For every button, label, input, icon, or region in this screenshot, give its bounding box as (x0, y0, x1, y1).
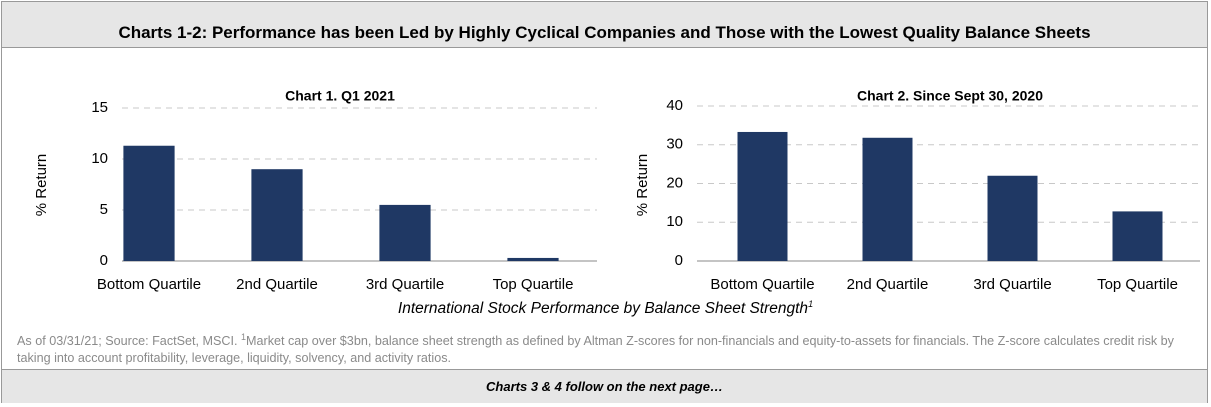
chart-title: Chart 1. Q1 2021 (285, 88, 395, 104)
y-tick-label: 0 (675, 252, 683, 269)
y-tick-label: 10 (666, 213, 683, 230)
charts: Chart 1. Q1 2021 % Return 0 5 10 15 Bottom Qua… (33, 88, 1200, 293)
footnote-marker: 1 (241, 332, 247, 342)
bar (507, 257, 559, 261)
caption-text: International Stock Performance by Balan… (397, 300, 809, 318)
x-tick-label: 2nd Quartile (847, 276, 929, 293)
header-title: Charts 1-2: Performance has been Led by … (2, 2, 1207, 48)
y-tick-label: 5 (100, 201, 108, 218)
x-tick-label: Bottom Quartile (710, 276, 814, 293)
caption: International Stock Performance by Balan… (0, 299, 1211, 318)
footer: Charts 3 & 4 follow on the next page… (2, 369, 1207, 403)
y-tick-label: 30 (666, 136, 683, 153)
caption-marker: 1 (808, 299, 814, 309)
y-axis-label: % Return (33, 154, 50, 217)
footnote-text: As of 03/31/21; Source: FactSet, MSCI. (17, 334, 241, 349)
x-tick-label: Top Quartile (493, 276, 574, 293)
y-axis-label: % Return (634, 154, 651, 217)
y-tick-label: 0 (100, 252, 108, 269)
bar (987, 175, 1038, 261)
y-tick-label: 15 (91, 99, 108, 116)
x-tick-label: Top Quartile (1097, 276, 1178, 293)
x-tick-label: 2nd Quartile (236, 276, 318, 293)
footnote: As of 03/31/21; Source: FactSet, MSCI. 1… (17, 329, 1187, 367)
bar (123, 145, 175, 261)
bar (379, 204, 431, 261)
y-tick-label: 40 (666, 97, 683, 114)
bar (737, 131, 788, 261)
bar (251, 169, 303, 261)
x-tick-label: Bottom Quartile (97, 276, 201, 293)
bar (1112, 211, 1163, 261)
bar (862, 137, 913, 261)
x-tick-label: 3rd Quartile (366, 276, 444, 293)
footnote-text: Market cap over $3bn, balance sheet stre… (17, 334, 1174, 366)
chart-title: Chart 2. Since Sept 30, 2020 (857, 88, 1043, 104)
x-tick-label: 3rd Quartile (973, 276, 1051, 293)
y-tick-label: 20 (666, 174, 683, 191)
y-tick-label: 10 (91, 150, 108, 167)
